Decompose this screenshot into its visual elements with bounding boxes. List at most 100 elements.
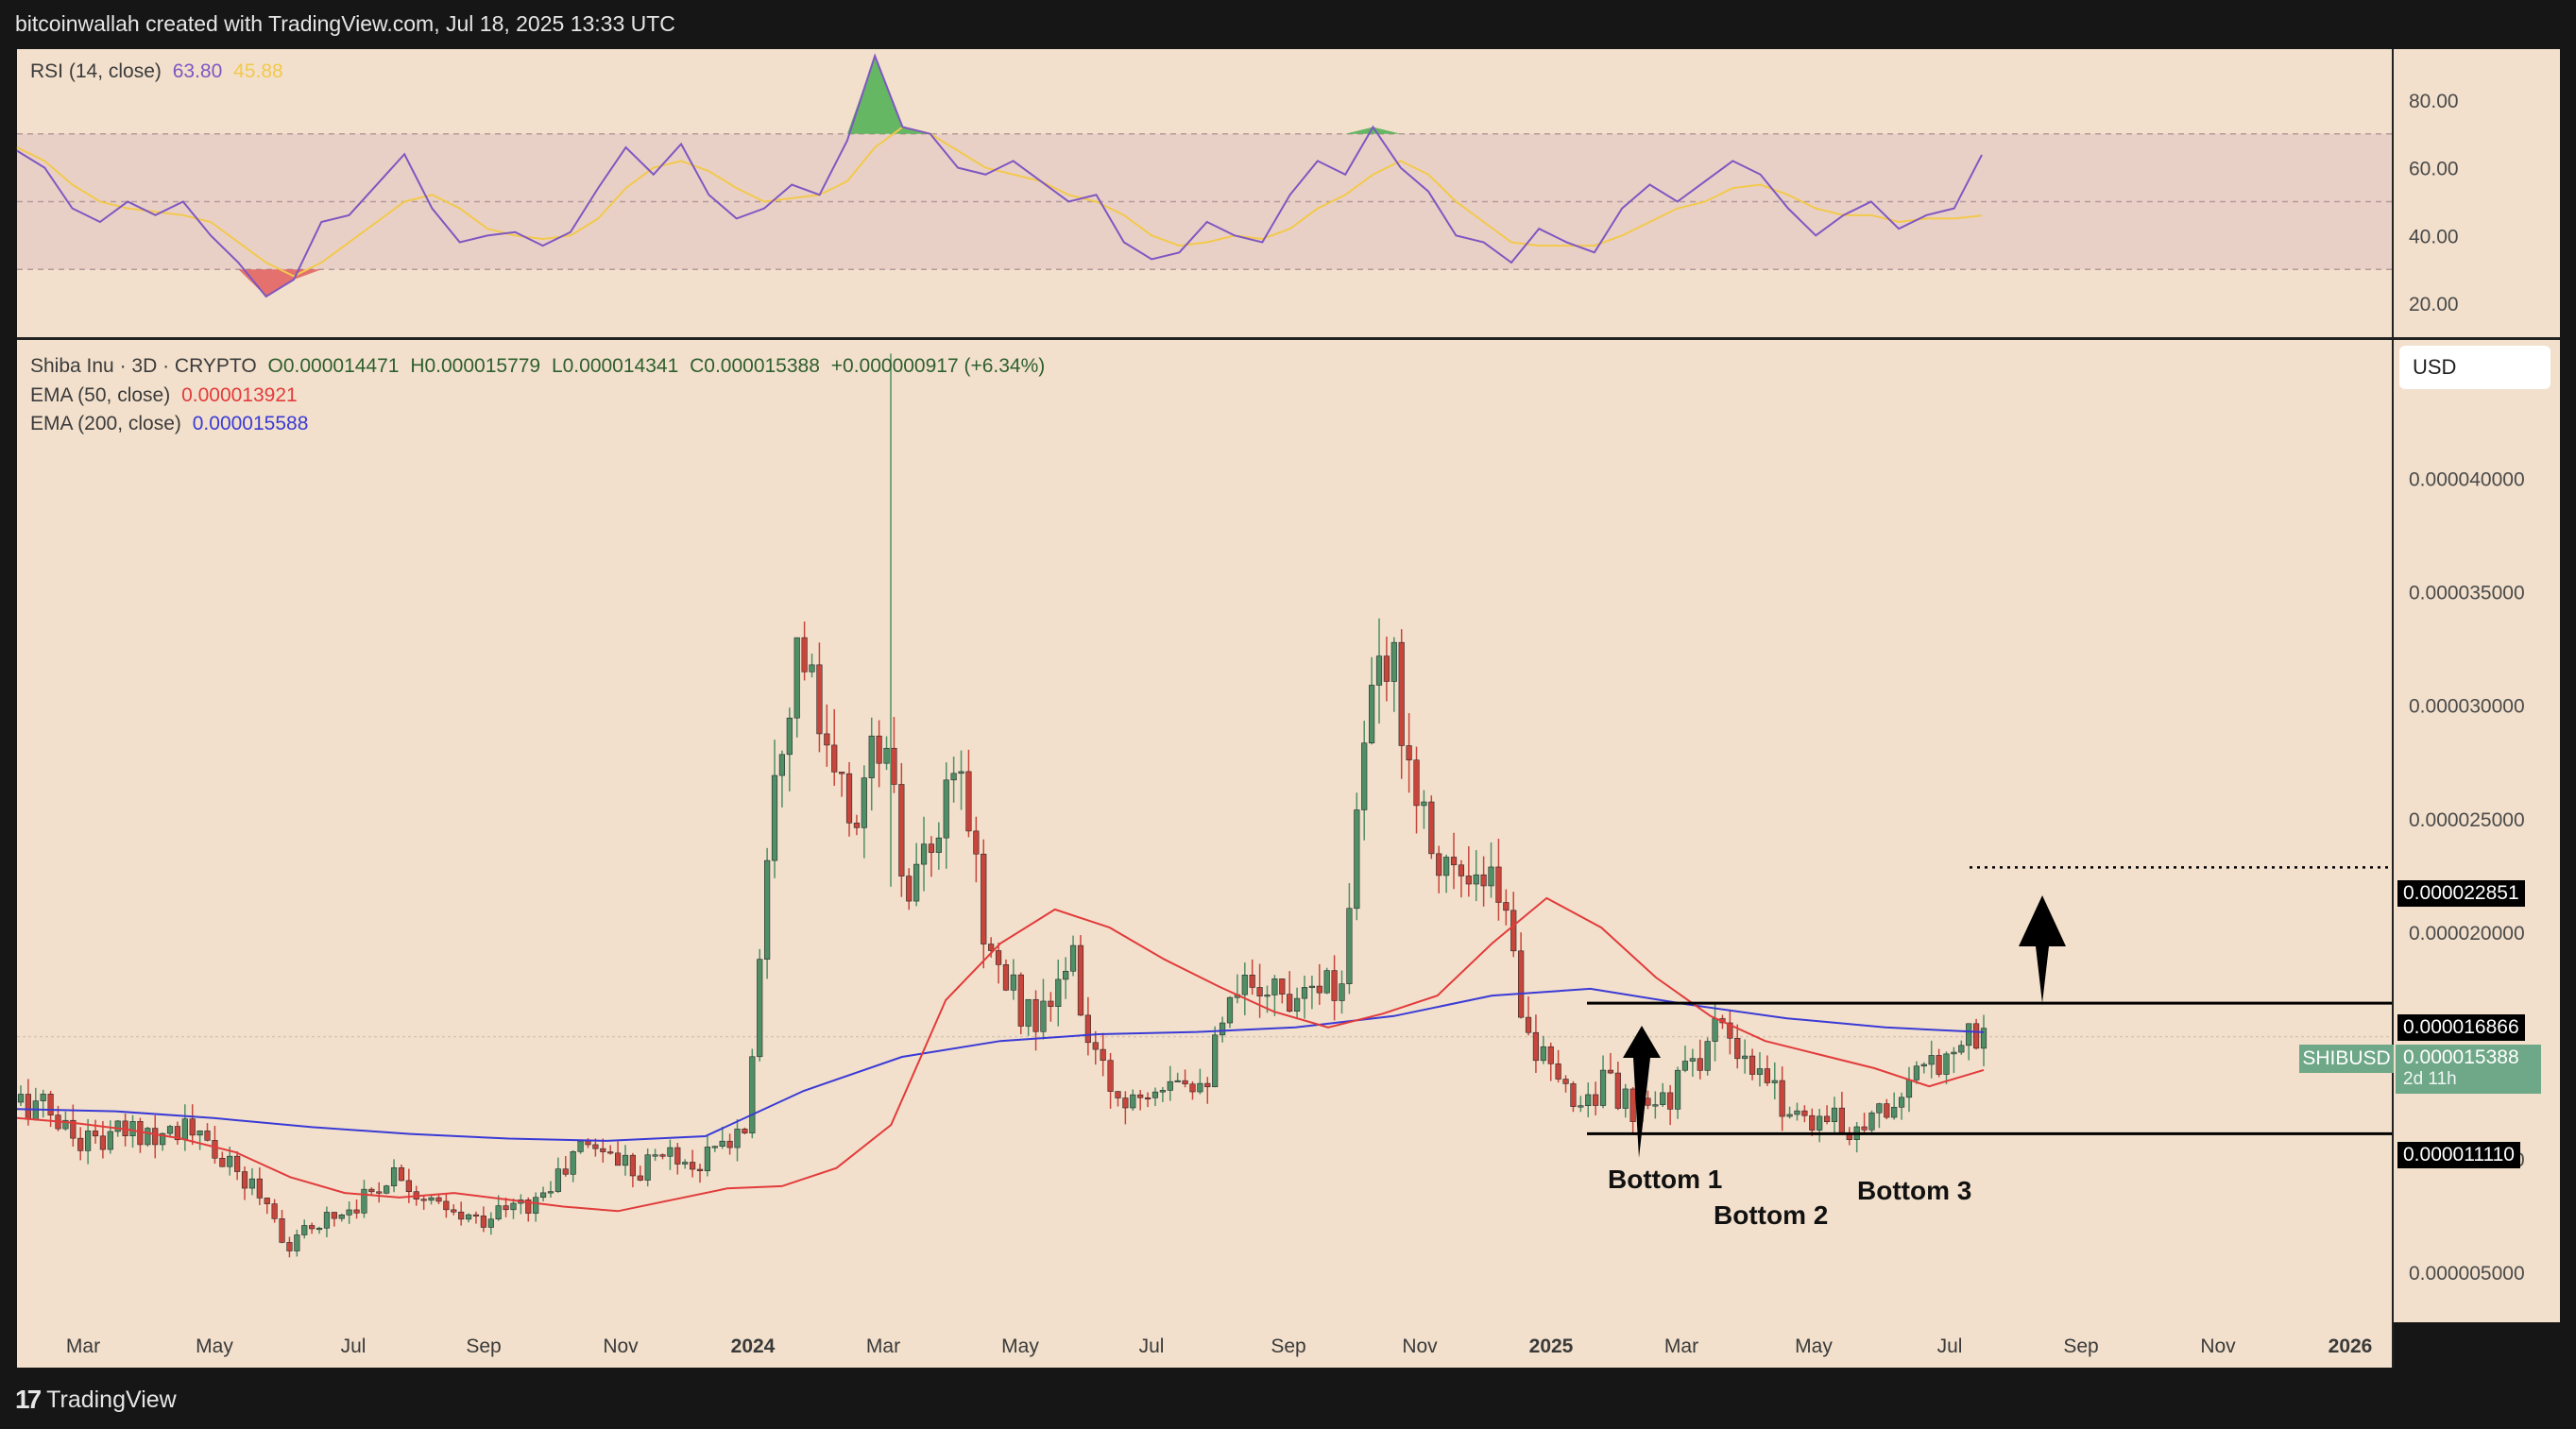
attribution-bar: bitcoinwallah created with TradingView.c… bbox=[0, 0, 2576, 49]
bottom-1-label: Bottom 1 bbox=[1608, 1165, 1723, 1194]
candle-body bbox=[1480, 874, 1487, 887]
candle-body bbox=[1010, 974, 1016, 991]
time-x-tick: Mar bbox=[66, 1335, 100, 1357]
candle-body bbox=[70, 1119, 77, 1139]
candle-body bbox=[1920, 1063, 1927, 1067]
candle-body bbox=[92, 1131, 99, 1137]
candle-body bbox=[696, 1168, 704, 1171]
candle-body bbox=[1905, 1080, 1913, 1098]
candle-body bbox=[219, 1157, 226, 1167]
candle-body bbox=[570, 1151, 576, 1175]
candle-body bbox=[227, 1155, 233, 1167]
candle-body bbox=[1525, 1016, 1532, 1033]
tradingview-brand[interactable]: 17 TradingView bbox=[15, 1385, 177, 1415]
candle-body bbox=[764, 859, 771, 960]
candle-body bbox=[458, 1211, 465, 1220]
candle-body bbox=[674, 1147, 681, 1165]
ema50-line bbox=[16, 896, 1985, 1213]
candle-body bbox=[1361, 742, 1368, 810]
candle-body bbox=[1055, 978, 1062, 1007]
candle-body bbox=[1354, 809, 1360, 910]
price-y-tick: 0.000035000 bbox=[2409, 583, 2525, 604]
currency-selector[interactable]: USD bbox=[2399, 346, 2550, 389]
price-y-tick: 0.000020000 bbox=[2409, 923, 2525, 944]
candle-body bbox=[868, 735, 875, 778]
candle-body bbox=[1555, 1063, 1561, 1080]
candle-body bbox=[547, 1191, 554, 1194]
time-x-tick: Mar bbox=[1664, 1335, 1698, 1357]
candle-body bbox=[338, 1214, 345, 1219]
candle-body bbox=[174, 1126, 181, 1141]
candle-body bbox=[1697, 1058, 1703, 1071]
candle-body bbox=[256, 1178, 263, 1199]
candle-body bbox=[1122, 1097, 1129, 1109]
time-x-tick: May bbox=[1001, 1335, 1039, 1357]
candle-body bbox=[771, 774, 778, 861]
attribution-text: bitcoinwallah created with TradingView.c… bbox=[15, 11, 675, 36]
candle-body bbox=[1375, 655, 1383, 686]
candle-body bbox=[160, 1132, 166, 1146]
candle-body bbox=[1846, 1133, 1852, 1140]
bottom-3-label: Bottom 3 bbox=[1857, 1176, 1972, 1205]
candle-body bbox=[279, 1217, 285, 1243]
candle-body bbox=[323, 1212, 331, 1229]
candle-body bbox=[585, 1140, 591, 1146]
ohlc-close: C0.000015388 bbox=[690, 355, 820, 377]
candle-body bbox=[114, 1120, 121, 1132]
candle-body bbox=[1645, 1097, 1651, 1106]
candle-body bbox=[659, 1154, 666, 1157]
ema50-value: 0.000013921 bbox=[181, 384, 298, 406]
candle-body bbox=[711, 1146, 718, 1148]
candle-body bbox=[1972, 1023, 1980, 1049]
candle-body bbox=[376, 1191, 383, 1194]
candle-body bbox=[1704, 1041, 1711, 1071]
time-x-tick: 2026 bbox=[2329, 1335, 2373, 1357]
candle-body bbox=[1928, 1055, 1935, 1065]
candle-body bbox=[234, 1155, 241, 1172]
candle-body bbox=[1301, 987, 1308, 999]
candle-body bbox=[973, 830, 980, 855]
candle-body bbox=[286, 1242, 293, 1251]
ema200-value: 0.000015588 bbox=[192, 413, 309, 434]
candle-body bbox=[1316, 985, 1322, 994]
candle-body bbox=[384, 1185, 390, 1194]
candle-body bbox=[1756, 1068, 1764, 1075]
candle-body bbox=[734, 1129, 741, 1148]
time-x-tick: Mar bbox=[866, 1335, 900, 1357]
candle-body bbox=[1764, 1068, 1770, 1083]
candle-body bbox=[1838, 1107, 1845, 1135]
candle-body bbox=[435, 1197, 442, 1202]
candle-body bbox=[248, 1178, 256, 1189]
rsi-layer bbox=[16, 53, 2392, 298]
candle-body bbox=[1503, 902, 1510, 911]
candle-body bbox=[443, 1200, 450, 1211]
candle-body bbox=[1547, 1046, 1554, 1064]
candle-body bbox=[181, 1118, 188, 1141]
time-x-tick: Nov bbox=[2200, 1335, 2236, 1357]
candle-body bbox=[398, 1167, 405, 1182]
price-pane bbox=[17, 340, 2392, 1322]
candle-body bbox=[1383, 655, 1390, 682]
candle-body bbox=[1891, 1106, 1898, 1118]
target-price-tag: 0.000022851 bbox=[2397, 880, 2525, 907]
candle-body bbox=[1450, 857, 1458, 866]
candle-body bbox=[1182, 1080, 1188, 1085]
candle-body bbox=[1271, 978, 1278, 995]
candle-body bbox=[1107, 1060, 1114, 1092]
candle-body bbox=[607, 1151, 614, 1154]
candle-body bbox=[1264, 995, 1271, 997]
candle-body bbox=[1293, 997, 1301, 1012]
candle-body bbox=[1152, 1091, 1159, 1098]
candle-body bbox=[1100, 1048, 1106, 1062]
candle-body bbox=[361, 1188, 367, 1214]
candle-body bbox=[816, 664, 823, 735]
candle-body bbox=[107, 1131, 113, 1150]
rsi-y-tick: 80.00 bbox=[2409, 91, 2459, 112]
candle-body bbox=[525, 1199, 532, 1214]
candle-body bbox=[1331, 970, 1338, 1001]
candle-body bbox=[1369, 685, 1375, 744]
ema200-legend: EMA (200, close) 0.000015588 bbox=[30, 413, 308, 435]
candle-body bbox=[241, 1171, 248, 1189]
bar-countdown: 2d 11h bbox=[2403, 1069, 2457, 1089]
